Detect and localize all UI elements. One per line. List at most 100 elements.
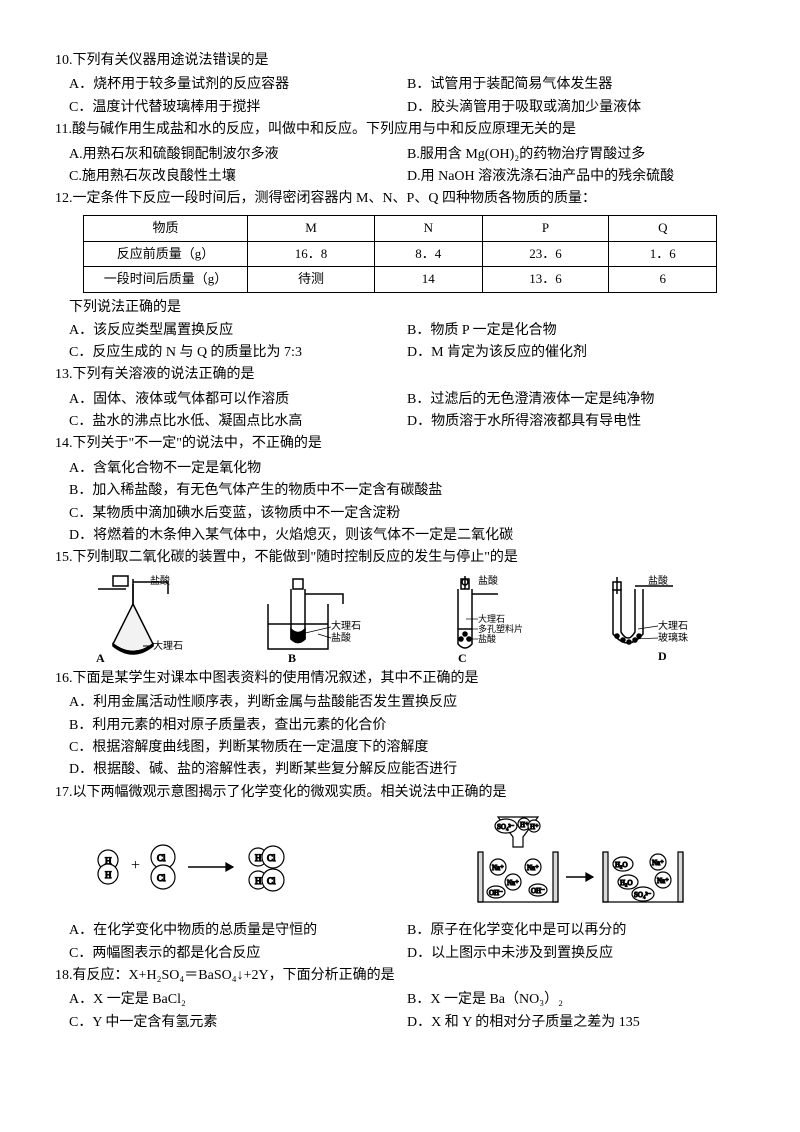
q16-stem: 16.下面是某学生对课本中图表资料的使用情况叙述，其中不正确的是 <box>55 668 745 690</box>
q10-options: A．烧杯用于较多量试剂的反应容器 B．试管用于装配简易气体发生器 C．温度计代替… <box>69 74 745 119</box>
cell: N <box>374 215 482 241</box>
svg-text:Na⁺: Na⁺ <box>527 864 539 872</box>
q10-opt-d: D．胶头滴管用于吸取或滴加少量液体 <box>407 97 745 119</box>
q14-opt-b: B．加入稀盐酸，有无色气体产生的物质中不一定含有碳酸盐 <box>69 480 745 502</box>
svg-text:SO₄²⁻: SO₄²⁻ <box>497 823 514 831</box>
reaction-left-icon: H H + Cl Cl H Cl H Cl <box>83 822 383 902</box>
cell: 6 <box>609 267 717 293</box>
utube-icon: 盐酸 大理石 玻璃珠 D <box>583 574 723 664</box>
q12-opt-a: A．该反应类型属置换反应 <box>69 320 407 342</box>
label-d: D <box>658 649 667 663</box>
q16-opt-d: D．根据酸、碱、盐的溶解性表，判断某些复分解反应能否进行 <box>69 759 745 781</box>
q10-opt-b: B．试管用于装配简易气体发生器 <box>407 74 745 96</box>
q13-opt-b: B．过滤后的无色澄清液体一定是纯净物 <box>407 389 745 411</box>
label-dalishi: 大理石 <box>153 639 183 652</box>
apparatus-a: 盐酸 大理石 A <box>78 574 198 664</box>
cell: 一段时间后质量（g） <box>83 267 248 293</box>
cell: 待测 <box>248 267 374 293</box>
svg-text:H: H <box>105 870 112 880</box>
q13-options: A．固体、液体或气体都可以作溶质 B．过滤后的无色澄清液体一定是纯净物 C．盐水… <box>69 389 745 434</box>
q13-opt-d: D．物质溶于水所得溶液都具有导电性 <box>407 411 745 433</box>
apparatus-d: 盐酸 大理石 玻璃珠 D <box>583 574 723 664</box>
svg-text:+: + <box>131 857 140 874</box>
q13-opt-a: A．固体、液体或气体都可以作溶质 <box>69 389 407 411</box>
tube-icon: 盐酸 大理石 多孔塑料片 盐酸 C <box>418 574 538 664</box>
label-dalishi: 大理石 <box>478 613 505 624</box>
apparatus-b: 大理石 盐酸 B <box>243 574 373 664</box>
q16-opt-a: A．利用金属活动性顺序表，判断金属与盐酸能否发生置换反应 <box>69 692 745 714</box>
cell: 23．6 <box>482 241 608 267</box>
q17-opt-c: C．两幅图表示的都是化合反应 <box>69 943 407 965</box>
cell: 16．8 <box>248 241 374 267</box>
q18-options: A．X 一定是 BaCl₂ B．X 一定是 Ba（NO₃）₂ C．Y 中一定含有… <box>69 989 745 1034</box>
q10-stem: 10.下列有关仪器用途说法错误的是 <box>55 50 745 72</box>
svg-text:Na⁺: Na⁺ <box>507 879 519 887</box>
q17-diagrams: H H + Cl Cl H Cl H Cl SO₄²⁻ H⁺ H⁺ Na⁺ Na… <box>55 812 745 912</box>
table-row: 反应前质量（g） 16．8 8．4 23．6 1．6 <box>83 241 717 267</box>
label-yansuan: 盐酸 <box>150 574 170 587</box>
q12-table: 物质 M N P Q 反应前质量（g） 16．8 8．4 23．6 1．6 一段… <box>83 215 718 293</box>
q14-opt-d: D．将燃着的木条伸入某气体中，火焰熄灭，则该气体不一定是二氧化碳 <box>69 525 745 547</box>
svg-text:H⁺: H⁺ <box>530 823 539 831</box>
cell: P <box>482 215 608 241</box>
q15-stem: 15.下列制取二氧化碳的装置中，不能做到"随时控制反应的发生与停止"的是 <box>55 547 745 569</box>
svg-text:H: H <box>255 876 262 886</box>
q11-opt-c: C.施用熟石灰改良酸性土壤 <box>69 166 407 188</box>
label-bolizhu: 玻璃珠 <box>658 631 688 644</box>
label-yansuan: 盐酸 <box>478 574 498 587</box>
q13-opt-c: C．盐水的沸点比水低、凝固点比水高 <box>69 411 407 433</box>
q12-stem: 12.一定条件下反应一段时间后，测得密闭容器内 M、N、P、Q 四种物质各物质的… <box>55 188 745 210</box>
svg-text:Na⁺: Na⁺ <box>652 859 664 867</box>
svg-text:H: H <box>255 853 262 863</box>
q14-opt-c: C．某物质中滴加碘水后变蓝，该物质中不一定含淀粉 <box>69 503 745 525</box>
cell: 1．6 <box>609 241 717 267</box>
label-yansuan2: 盐酸 <box>478 633 496 644</box>
q10-opt-a: A．烧杯用于较多量试剂的反应容器 <box>69 74 407 96</box>
beaker-icon: 大理石 盐酸 B <box>243 574 373 664</box>
q17-opt-a: A．在化学变化中物质的总质量是守恒的 <box>69 920 407 942</box>
label-dalishi: 大理石 <box>658 619 688 632</box>
q11-opt-a: A.用熟石灰和硫酸铜配制波尔多液 <box>69 144 407 166</box>
q16-options: A．利用金属活动性顺序表，判断金属与盐酸能否发生置换反应 B．利用元素的相对原子… <box>55 692 745 782</box>
svg-text:Na⁺: Na⁺ <box>657 877 669 885</box>
q18-opt-c: C．Y 中一定含有氢元素 <box>69 1012 407 1034</box>
q12-opt-b: B．物质 P 一定是化合物 <box>407 320 745 342</box>
svg-text:Cl: Cl <box>157 853 166 863</box>
label-b: B <box>288 651 296 664</box>
label-c: C <box>458 651 467 664</box>
q16-opt-b: B．利用元素的相对原子质量表，查出元素的化合价 <box>69 715 745 737</box>
cell: 13．6 <box>482 267 608 293</box>
q11-stem: 11.酸与碱作用生成盐和水的反应，叫做中和反应。下列应用与中和反应原理无关的是 <box>55 119 745 141</box>
svg-text:H₂O: H₂O <box>620 879 633 887</box>
label-dalishi: 大理石 <box>331 619 361 632</box>
q10-opt-c: C．温度计代替玻璃棒用于搅拌 <box>69 97 407 119</box>
svg-text:H₂O: H₂O <box>615 861 628 869</box>
flask-icon: 盐酸 大理石 A <box>78 574 198 664</box>
q14-opt-a: A．含氧化合物不一定是氧化物 <box>69 458 745 480</box>
q15-diagrams: 盐酸 大理石 A 大理石 盐酸 B <box>55 574 745 664</box>
cell: 物质 <box>83 215 248 241</box>
label-a: A <box>96 651 105 664</box>
q16-opt-c: C．根据溶解度曲线图，判断某物质在一定温度下的溶解度 <box>69 737 745 759</box>
svg-text:SO₄²⁻: SO₄²⁻ <box>634 891 651 899</box>
q12-options: A．该反应类型属置换反应 B．物质 P 一定是化合物 C．反应生成的 N 与 Q… <box>69 320 745 365</box>
q11-options: A.用熟石灰和硫酸铜配制波尔多液 B.服用含 Mg(OH)₂的药物治疗胃酸过多 … <box>69 144 745 189</box>
cell: 反应前质量（g） <box>83 241 248 267</box>
q11-opt-d: D.用 NaOH 溶液洗涤石油产品中的残余硫酸 <box>407 166 745 188</box>
cell: 8．4 <box>374 241 482 267</box>
svg-text:Cl: Cl <box>157 873 166 883</box>
reaction-right-icon: SO₄²⁻ H⁺ H⁺ Na⁺ Na⁺ Na⁺ OH⁻ OH⁻ H₂O Na⁺ … <box>438 812 718 912</box>
q12-opt-c: C．反应生成的 N 与 Q 的质量比为 7:3 <box>69 342 407 364</box>
svg-text:Cl: Cl <box>267 876 276 886</box>
apparatus-c: 盐酸 大理石 多孔塑料片 盐酸 C <box>418 574 538 664</box>
svg-text:OH⁻: OH⁻ <box>489 889 503 897</box>
q17-opt-b: B．原子在化学变化中是可以再分的 <box>407 920 745 942</box>
cell: 14 <box>374 267 482 293</box>
q18-opt-b: B．X 一定是 Ba（NO₃）₂ <box>407 989 745 1011</box>
q12-after: 下列说法正确的是 <box>69 297 745 319</box>
q18-opt-a: A．X 一定是 BaCl₂ <box>69 989 407 1011</box>
q18-opt-d: D．X 和 Y 的相对分子质量之差为 135 <box>407 1012 745 1034</box>
q14-options: A．含氧化合物不一定是氧化物 B．加入稀盐酸，有无色气体产生的物质中不一定含有碳… <box>55 458 745 548</box>
q18-stem: 18.有反应：X+H₂SO₄＝BaSO₄↓+2Y，下面分析正确的是 <box>55 965 745 987</box>
svg-text:Cl: Cl <box>267 853 276 863</box>
